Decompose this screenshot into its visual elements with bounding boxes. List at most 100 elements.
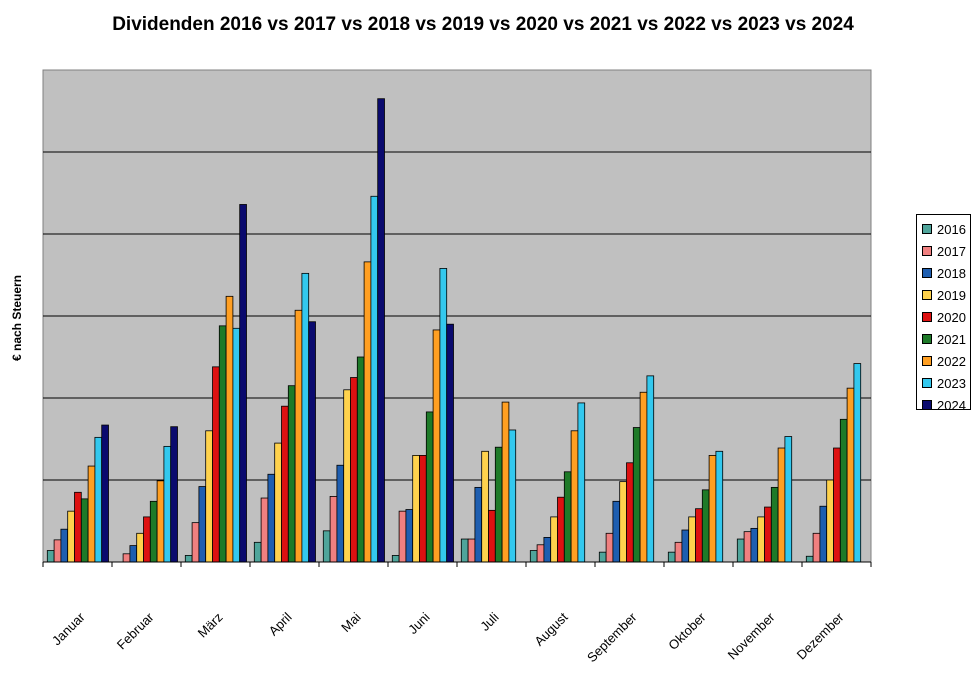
bar-2020-1: [143, 516, 151, 563]
bar-2016-6: [460, 538, 469, 563]
bar-2018-11: [819, 505, 828, 563]
bar-2019-6: [481, 450, 489, 563]
x-tick-label: März: [195, 610, 226, 641]
bar-2019-8: [619, 481, 627, 563]
bar-2022-2: [225, 295, 234, 563]
bar-2019-4: [343, 389, 351, 563]
legend-item-2024: 2024: [917, 394, 970, 416]
bar-2016-3: [253, 541, 262, 563]
legend-swatch: [922, 400, 932, 410]
bar-2018-4: [336, 464, 345, 563]
x-tick-label: September: [584, 609, 640, 665]
bar-2022-8: [639, 391, 648, 563]
chart-title: Dividenden 2016 vs 2017 vs 2018 vs 2019 …: [112, 14, 854, 35]
legend-item-2019: 2019: [917, 284, 970, 306]
legend-label: 2017: [937, 243, 966, 259]
bar-2017-11: [812, 532, 821, 563]
bar-2024-3: [308, 321, 316, 563]
bar-2016-7: [529, 550, 538, 563]
bar-2019-11: [826, 479, 834, 563]
legend-item-2023: 2023: [917, 372, 970, 394]
bar-2023-10: [784, 436, 793, 563]
bar-2020-0: [74, 491, 82, 563]
bar-2023-0: [94, 436, 103, 563]
bar-2020-4: [350, 377, 358, 563]
bar-2022-3: [294, 309, 303, 563]
bar-2022-5: [432, 329, 441, 563]
bar-2017-10: [743, 531, 752, 563]
bar-2021-4: [356, 356, 365, 563]
legend-item-2022: 2022: [917, 350, 970, 372]
legend-label: 2024: [937, 397, 966, 413]
x-tick-label: November: [725, 609, 778, 662]
bar-2018-9: [681, 529, 690, 563]
grid-lines: [43, 151, 871, 481]
x-tick-labels: Januar Februar März April Mai Juni Juli August S…: [49, 609, 847, 665]
bar-2023-8: [646, 375, 655, 563]
bar-2018-10: [750, 527, 759, 563]
bar-2021-1: [149, 500, 158, 563]
bar-2020-9: [695, 508, 703, 563]
bar-2021-9: [701, 489, 710, 563]
bar-2022-9: [708, 454, 717, 563]
bar-2021-2: [218, 325, 227, 563]
bar-2020-7: [557, 496, 565, 563]
bar-2024-0: [101, 424, 109, 563]
bar-2017-4: [329, 495, 338, 563]
bar-2024-1: [170, 426, 178, 563]
legend-label: 2023: [937, 375, 966, 391]
bar-2022-6: [501, 401, 510, 563]
bar-2024-5: [446, 323, 454, 563]
bar-2019-1: [136, 532, 144, 563]
bar-2023-7: [577, 402, 586, 563]
bar-2020-3: [281, 405, 289, 563]
legend-label: 2016: [937, 221, 966, 237]
x-tick-label: Mai: [338, 609, 363, 634]
bar-2016-4: [322, 530, 331, 563]
bar-2017-2: [191, 522, 200, 563]
bar-2021-8: [632, 427, 641, 563]
bar-2021-0: [80, 498, 89, 563]
bar-2022-1: [156, 480, 165, 563]
bar-2023-6: [508, 429, 517, 563]
legend-swatch: [922, 378, 932, 388]
bar-2023-1: [163, 445, 172, 563]
bar-2016-10: [736, 538, 745, 563]
bar-2017-5: [398, 510, 407, 563]
bar-2021-7: [563, 471, 572, 563]
bar-2022-11: [846, 387, 855, 563]
bar-2018-7: [543, 537, 552, 563]
legend-item-2017: 2017: [917, 240, 970, 262]
bar-2019-5: [412, 454, 420, 563]
x-tick-label: Juni: [405, 609, 433, 637]
legend-label: 2020: [937, 309, 966, 325]
bar-2017-8: [605, 532, 614, 563]
bar-2022-0: [87, 465, 96, 563]
x-tick-label: August: [531, 609, 570, 648]
bar-2016-11: [805, 555, 814, 563]
bar-2021-5: [425, 411, 434, 563]
bar-2019-9: [688, 516, 696, 563]
bar-2016-2: [184, 555, 193, 563]
x-tick-label: Dezember: [794, 609, 847, 662]
bar-2017-0: [53, 539, 62, 563]
bar-2020-6: [488, 509, 496, 563]
x-tick-label: Januar: [49, 609, 88, 648]
bar-2020-10: [764, 506, 772, 563]
bar-2023-9: [715, 450, 724, 563]
bars: [46, 98, 862, 563]
legend-item-2021: 2021: [917, 328, 970, 350]
legend-swatch: [922, 312, 932, 322]
bar-2020-5: [419, 454, 427, 563]
bar-2020-2: [212, 366, 220, 563]
bar-2021-10: [770, 486, 779, 563]
bar-2021-11: [839, 418, 848, 563]
bar-2020-11: [833, 447, 841, 563]
legend: 2016 2017 2018 2019 2020 2021 2022 2023 2024: [916, 214, 971, 413]
legend-swatch: [922, 334, 932, 344]
x-tick-label: Juli: [477, 609, 501, 633]
bar-2024-2: [239, 204, 247, 563]
bar-2023-3: [301, 272, 310, 563]
legend-swatch: [922, 356, 932, 366]
